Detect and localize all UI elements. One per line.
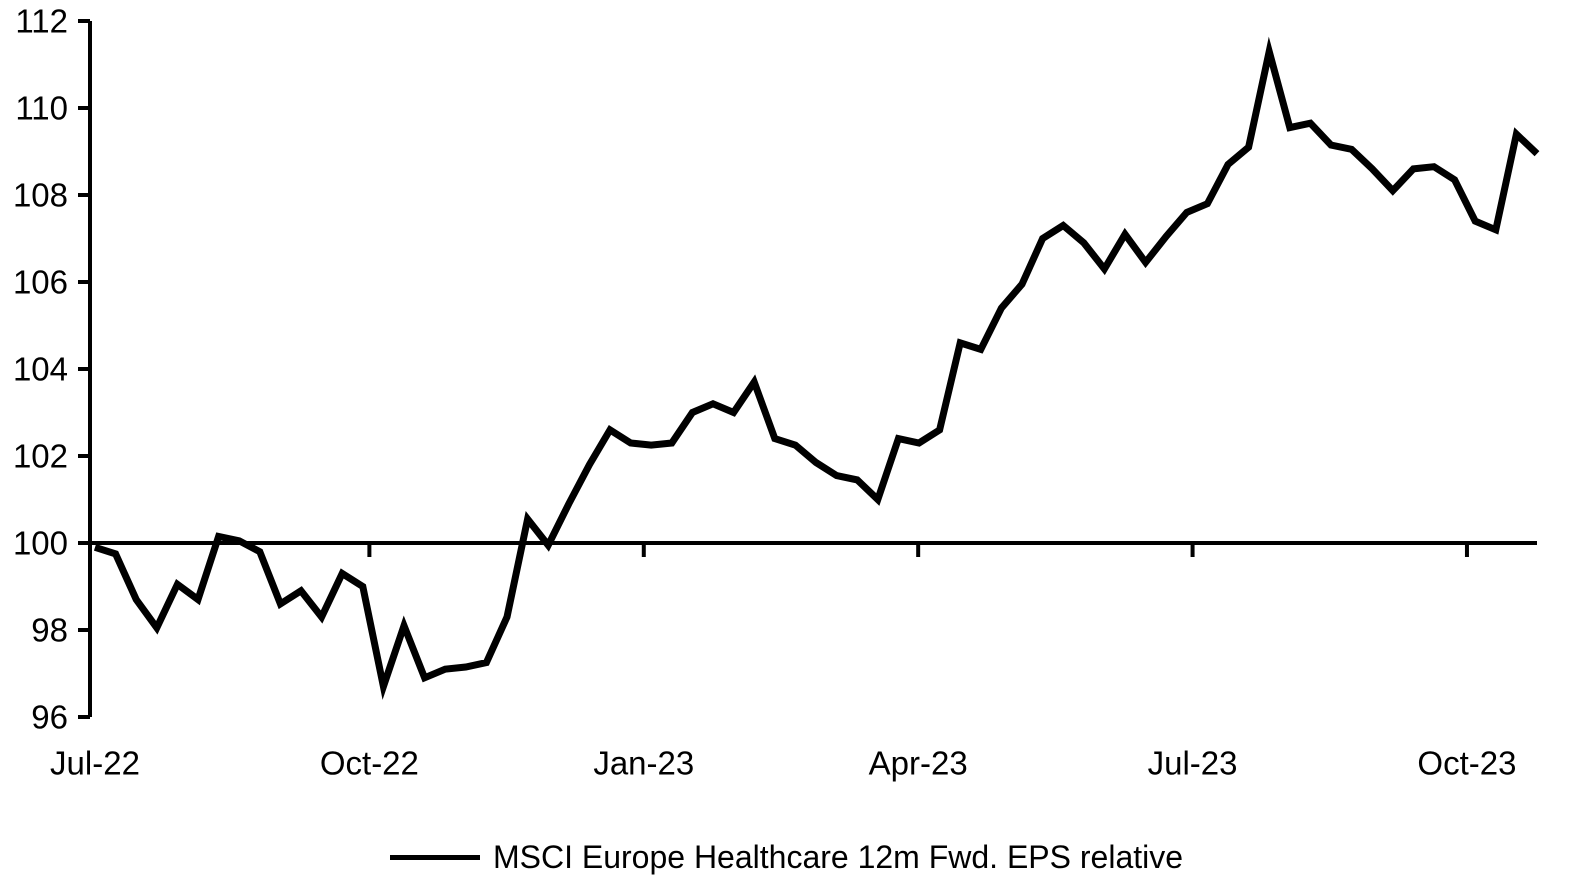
x-axis-tick-label: Oct-22: [320, 745, 419, 782]
x-axis-tick-label: Apr-23: [869, 745, 968, 782]
y-axis-tick-label: 112: [15, 3, 68, 40]
y-axis-tick-label: 102: [13, 438, 68, 475]
x-axis-tick-label: Jul-22: [50, 745, 140, 782]
y-axis-tick-label: 104: [13, 351, 68, 388]
y-axis-tick-label: 100: [13, 525, 68, 562]
series-line-msci-europe-healthcare: [93, 36, 1540, 700]
legend-label: MSCI Europe Healthcare 12m Fwd. EPS rela…: [492, 839, 1184, 875]
chart-legend: MSCI Europe Healthcare 12m Fwd. EPS rela…: [0, 838, 1573, 876]
x-axis-tick-label: Jul-23: [1148, 745, 1238, 782]
y-axis-tick-label: 98: [31, 612, 68, 649]
x-axis-tick-label: Oct-23: [1417, 745, 1516, 782]
y-axis-tick-label: 108: [13, 177, 68, 214]
legend-line-swatch: [389, 854, 480, 860]
x-axis-tick-label: Jan-23: [593, 745, 694, 782]
y-axis-tick-label: 96: [31, 699, 68, 736]
y-axis-tick-label: 106: [13, 264, 68, 301]
y-axis-tick-label: 110: [15, 90, 68, 127]
